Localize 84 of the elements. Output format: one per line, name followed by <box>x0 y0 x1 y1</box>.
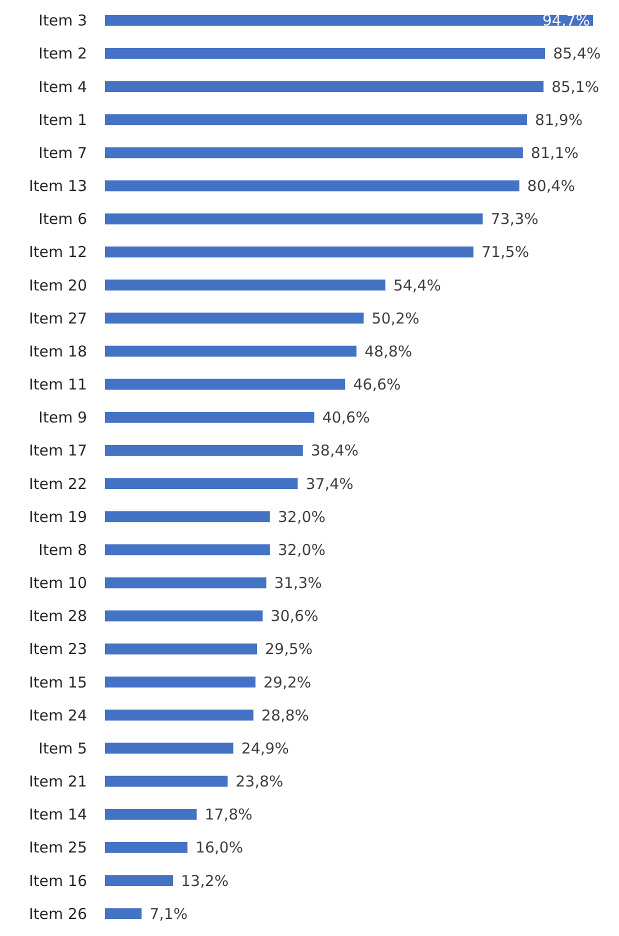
y-tick-label: Item 27 <box>28 309 87 328</box>
bar <box>105 412 314 423</box>
data-label: 71,5% <box>481 243 530 262</box>
bar <box>105 842 188 853</box>
data-label: 29,2% <box>263 673 312 692</box>
y-tick-label: Item 26 <box>28 904 87 923</box>
bar <box>105 213 483 224</box>
y-tick-label: Item 14 <box>28 806 87 824</box>
data-label: 13,2% <box>181 872 229 890</box>
y-tick-label: Item 16 <box>28 872 87 890</box>
data-label: 29,5% <box>265 640 313 658</box>
bar <box>105 644 258 654</box>
bar <box>105 875 174 886</box>
data-label: 73,3% <box>490 210 538 228</box>
bar <box>105 246 474 258</box>
bar <box>105 676 256 688</box>
y-tick-label: Item 25 <box>28 838 87 857</box>
bar <box>105 511 270 522</box>
y-tick-label: Item 15 <box>28 673 87 692</box>
bar <box>105 14 593 26</box>
y-tick-label: Item 23 <box>28 640 87 658</box>
data-label: 54,4% <box>393 276 441 294</box>
bar <box>105 378 346 390</box>
y-tick-label: Item 17 <box>28 442 87 460</box>
data-label: 80,4% <box>527 177 575 196</box>
data-label: 30,6% <box>270 607 318 626</box>
data-label: 40,6% <box>322 408 370 427</box>
data-label: 46,6% <box>353 376 401 394</box>
y-tick-label: Item 22 <box>28 474 87 493</box>
bar <box>105 81 544 92</box>
y-tick-label: Item 4 <box>38 78 87 96</box>
y-tick-label: Item 11 <box>28 376 87 394</box>
bar <box>105 610 263 622</box>
data-label: 81,1% <box>530 144 579 162</box>
y-tick-label: Item 19 <box>28 508 87 526</box>
y-tick-label: Item 20 <box>28 276 87 294</box>
data-label: 23,8% <box>236 772 284 791</box>
data-label: 85,1% <box>552 78 600 96</box>
bar <box>105 180 520 192</box>
y-tick-label: Item 13 <box>28 177 87 196</box>
bar <box>105 710 254 721</box>
data-label: 85,4% <box>553 44 601 63</box>
bar <box>105 114 528 126</box>
y-tick-label: Item 5 <box>38 739 87 758</box>
data-label: 32,0% <box>278 540 326 559</box>
data-label: 81,9% <box>535 110 583 129</box>
data-label: 38,4% <box>310 442 359 460</box>
y-tick-label: Item 10 <box>28 574 87 592</box>
y-tick-label: Item 1 <box>38 110 87 129</box>
data-label: 24,9% <box>241 739 289 758</box>
data-label: 31,3% <box>274 574 322 592</box>
y-tick-label: Item 7 <box>38 144 87 162</box>
bar <box>105 280 386 290</box>
bar <box>105 776 228 787</box>
data-label: 17,8% <box>204 806 252 824</box>
bar <box>105 346 356 357</box>
bar <box>105 312 364 324</box>
y-tick-label: Item 9 <box>38 408 87 427</box>
data-label: 32,0% <box>278 508 326 526</box>
y-tick-label: Item 2 <box>38 44 87 63</box>
y-tick-label: Item 28 <box>28 607 87 626</box>
bar <box>105 808 197 820</box>
y-tick-label: Item 21 <box>28 772 87 791</box>
data-label: 94,7% <box>542 12 590 30</box>
data-label: 28,8% <box>261 706 310 724</box>
data-label: 50,2% <box>372 309 420 328</box>
bar <box>105 908 142 920</box>
y-tick-label: Item 3 <box>38 12 87 30</box>
y-tick-label: Item 18 <box>28 342 87 360</box>
data-label: 48,8% <box>364 342 412 360</box>
bar <box>105 577 266 588</box>
bar <box>105 48 546 59</box>
y-tick-label: Item 12 <box>28 243 87 262</box>
bar <box>105 742 234 754</box>
bar <box>105 544 270 556</box>
bar <box>105 445 303 456</box>
data-label: 37,4% <box>306 474 354 493</box>
bar <box>105 478 298 489</box>
y-tick-label: Item 8 <box>38 540 87 559</box>
data-label: 16,0% <box>195 838 244 857</box>
y-tick-label: Item 24 <box>28 706 87 724</box>
data-label: 7,1% <box>150 904 188 923</box>
y-tick-label: Item 6 <box>38 210 87 228</box>
bar <box>105 147 523 158</box>
